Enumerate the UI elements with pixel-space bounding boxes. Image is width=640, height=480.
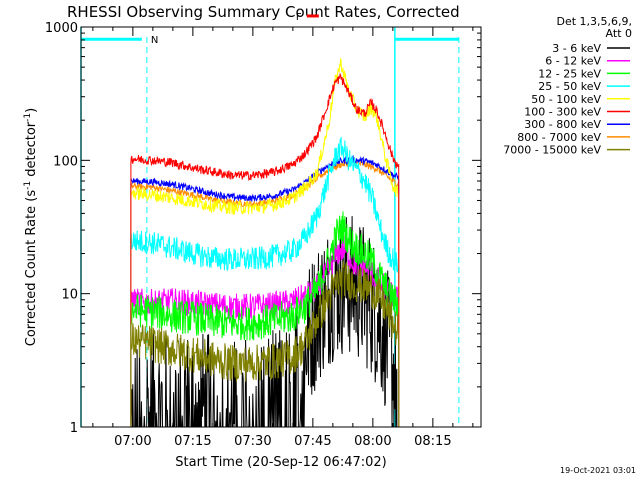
x-tick-label: 07:45 — [294, 434, 331, 449]
y-axis-label-sup-2: -1 — [23, 113, 33, 122]
x-tick-label: 07:00 — [114, 434, 151, 449]
legend-header-line-2: Att 0 — [606, 27, 632, 40]
series-line — [130, 211, 400, 427]
y-tick-label: 1000 — [45, 21, 78, 36]
legend-header-line-1: Det 1,3,5,6,9, — [556, 15, 632, 28]
series-layer — [130, 58, 400, 427]
legend-entry-label: 7000 - 15000 keV — [503, 144, 601, 157]
x-tick-label: 07:30 — [234, 434, 271, 449]
series-line — [130, 72, 400, 427]
y-axis-label: Corrected Count Rate (s-1 detector-1) — [23, 108, 39, 346]
legend-entry-label: 3 - 6 keV — [552, 42, 601, 55]
night-label: N — [151, 35, 158, 46]
axes: 07:00 07:15 07:30 07:45 08:00 08:15 1 10 100 1000 — [45, 21, 481, 449]
y-tick-label: 100 — [53, 154, 78, 169]
series-line — [130, 235, 400, 427]
legend-entry-label: 100 - 300 keV — [524, 106, 601, 119]
plot-frame — [80, 26, 482, 428]
y-axis-label-part-3: ) — [24, 108, 39, 113]
y-axis-label-part-1: Corrected Count Rate (s — [24, 190, 39, 347]
y-tick-label: 1 — [70, 421, 78, 436]
legend-entry-label: 6 - 12 keV — [545, 55, 601, 68]
series-line — [130, 261, 400, 427]
chart-title: RHESSI Observing Summary Count Rates, Co… — [67, 3, 460, 21]
legend-entry-label: 25 - 50 keV — [538, 80, 601, 93]
x-tick-label: 08:00 — [354, 434, 391, 449]
legend-entry-label: 50 - 100 keV — [531, 93, 601, 106]
legend-entry-label: 300 - 800 keV — [524, 118, 601, 131]
x-tick-label: 07:15 — [174, 434, 211, 449]
x-tick-label: 08:15 — [414, 434, 451, 449]
x-axis-label: Start Time (20-Sep-12 06:47:02) — [175, 455, 386, 470]
timestamp-label: 19-Oct-2021 03:01 — [560, 466, 636, 475]
y-tick-label: 10 — [61, 288, 78, 303]
series-line — [130, 216, 398, 427]
legend-entry-label: 12 - 25 keV — [538, 67, 601, 80]
flare-label: F — [296, 12, 302, 23]
y-axis-label-sup-1: -1 — [23, 181, 33, 190]
y-axis-label-part-2: detector — [24, 121, 39, 181]
legend-entry-label: 800 - 7000 keV — [517, 131, 601, 144]
series-line — [130, 136, 400, 427]
